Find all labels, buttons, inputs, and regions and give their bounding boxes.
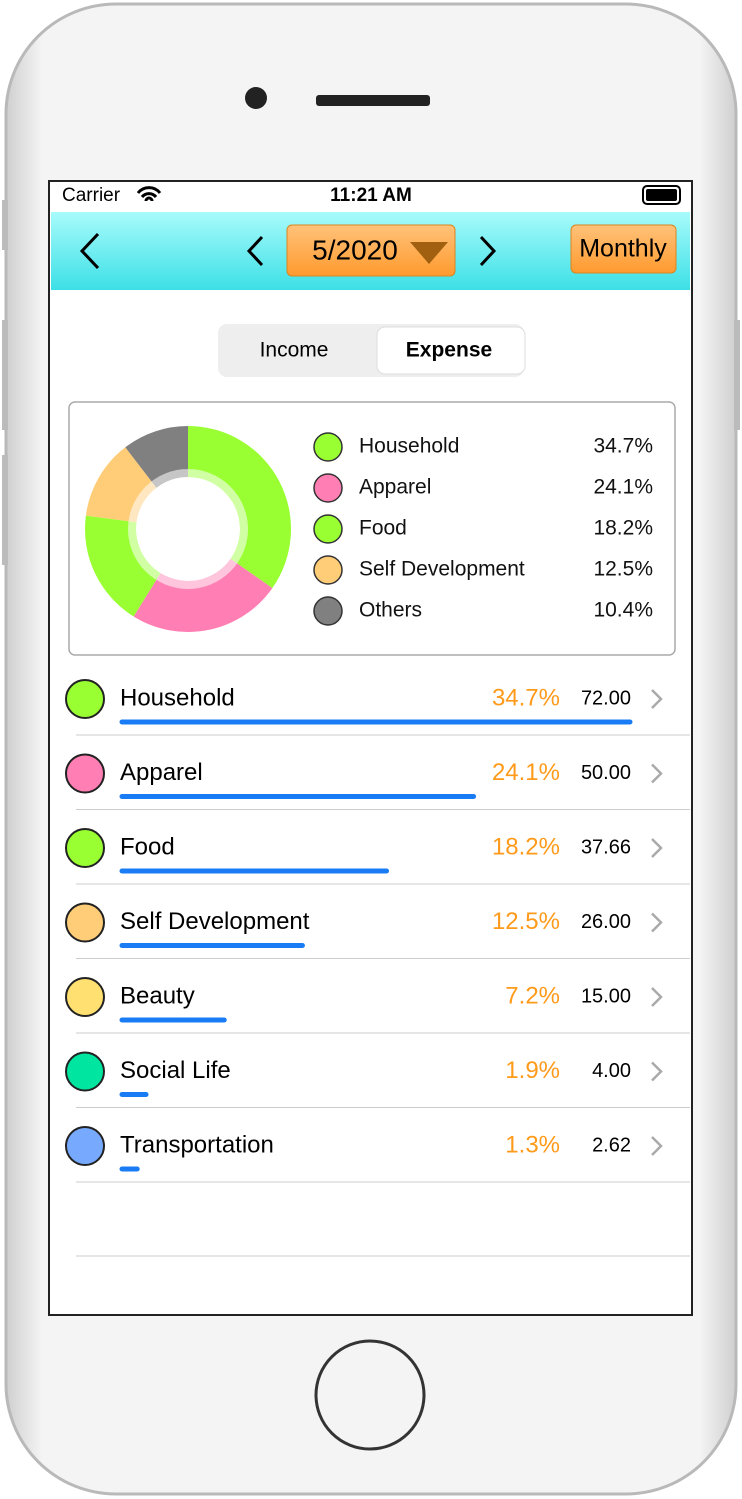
battery-level: [646, 189, 677, 201]
side-button: [734, 320, 740, 430]
side-button: [2, 320, 8, 430]
next-period[interactable]: [479, 235, 497, 267]
time: 11:21 AM: [330, 185, 412, 206]
legend-name: Others: [359, 599, 422, 622]
legend-name: Household: [359, 435, 459, 458]
segment-option[interactable]: Expense: [406, 339, 492, 362]
side-button: [2, 455, 8, 565]
back-button[interactable]: [79, 232, 100, 270]
row-amount: 26.00: [581, 911, 631, 933]
row-name: Household: [120, 684, 235, 711]
segment-selected: [376, 326, 526, 375]
legend-name: Self Development: [359, 558, 525, 581]
wifi-icon: [136, 186, 162, 202]
donut-inner-ring: [128, 469, 248, 589]
row-name: Self Development: [120, 908, 310, 935]
row-percent: 34.7%: [492, 684, 560, 711]
mode-button[interactable]: Monthly: [579, 235, 667, 263]
row-name: Food: [120, 833, 175, 860]
monthly-button[interactable]: [570, 224, 677, 274]
row-percent: 12.5%: [492, 908, 560, 935]
row-amount: 72.00: [581, 687, 631, 709]
row-name: Apparel: [120, 759, 203, 786]
row-amount: 50.00: [581, 762, 631, 784]
category-row[interactable]: Transportation 1.3% 2.62: [65, 1126, 690, 1183]
row-name: Transportation: [120, 1131, 274, 1158]
category-row[interactable]: Food 18.2% 37.66: [65, 828, 690, 885]
camera: [245, 87, 267, 109]
battery-icon: [642, 185, 681, 205]
donut-segment: [133, 558, 273, 633]
legend-name: Food: [359, 517, 407, 540]
category-row[interactable]: Social Life 1.9% 4.00: [65, 1051, 690, 1108]
side-button: [2, 200, 8, 250]
legend-percent: 24.1%: [593, 476, 653, 499]
home-button[interactable]: [314, 1339, 426, 1451]
row-percent: 1.3%: [505, 1131, 560, 1158]
row-swatch: [65, 1126, 105, 1166]
chevron: [651, 763, 663, 784]
row-swatch: [65, 828, 105, 868]
chevron: [651, 912, 663, 933]
legend-percent: 12.5%: [593, 558, 653, 581]
chevron: [651, 1061, 663, 1082]
segment-option[interactable]: Income: [260, 339, 329, 362]
row-amount: 15.00: [581, 985, 631, 1007]
row-name: Social Life: [120, 1057, 231, 1084]
category-row[interactable]: Household 34.7% 72.00: [65, 679, 690, 736]
legend-percent: 10.4%: [593, 599, 653, 622]
row-swatch: [65, 753, 105, 794]
row-amount: 37.66: [581, 836, 631, 858]
row-name: Beauty: [120, 982, 195, 1009]
chevron: [651, 689, 663, 709]
row-swatch: [65, 902, 105, 943]
period-button[interactable]: [286, 224, 456, 277]
chevron: [651, 1136, 663, 1156]
legend-swatch: [313, 473, 343, 503]
row-percent: 18.2%: [492, 833, 560, 860]
speaker: [316, 95, 430, 106]
legend-name: Apparel: [359, 476, 431, 499]
carrier: Carrier: [62, 185, 121, 206]
row-swatch: [65, 679, 105, 719]
donut-segment: [85, 515, 161, 617]
legend-swatch: [313, 596, 343, 626]
period: 5/2020: [312, 234, 398, 265]
legend-swatch: [313, 514, 343, 544]
legend-percent: 34.7%: [593, 435, 653, 458]
legend-percent: 18.2%: [593, 517, 653, 540]
row-amount: 2.62: [592, 1134, 631, 1156]
dropdown-arrow: [410, 242, 448, 264]
row-swatch: [65, 1051, 105, 1092]
legend-swatch: [313, 555, 343, 585]
legend-swatch: [313, 432, 343, 462]
prev-period[interactable]: [246, 235, 264, 267]
category-row[interactable]: Beauty 7.2% 15.00: [65, 977, 690, 1034]
chevron: [651, 987, 663, 1007]
chevron: [651, 838, 663, 858]
row-swatch: [65, 977, 105, 1017]
row-percent: 7.2%: [505, 982, 560, 1009]
category-row[interactable]: Apparel 24.1% 50.00: [65, 753, 690, 810]
row-percent: 1.9%: [505, 1057, 560, 1084]
row-percent: 24.1%: [492, 759, 560, 786]
category-row[interactable]: Self Development 12.5% 26.00: [65, 902, 690, 959]
row-amount: 4.00: [592, 1060, 631, 1082]
